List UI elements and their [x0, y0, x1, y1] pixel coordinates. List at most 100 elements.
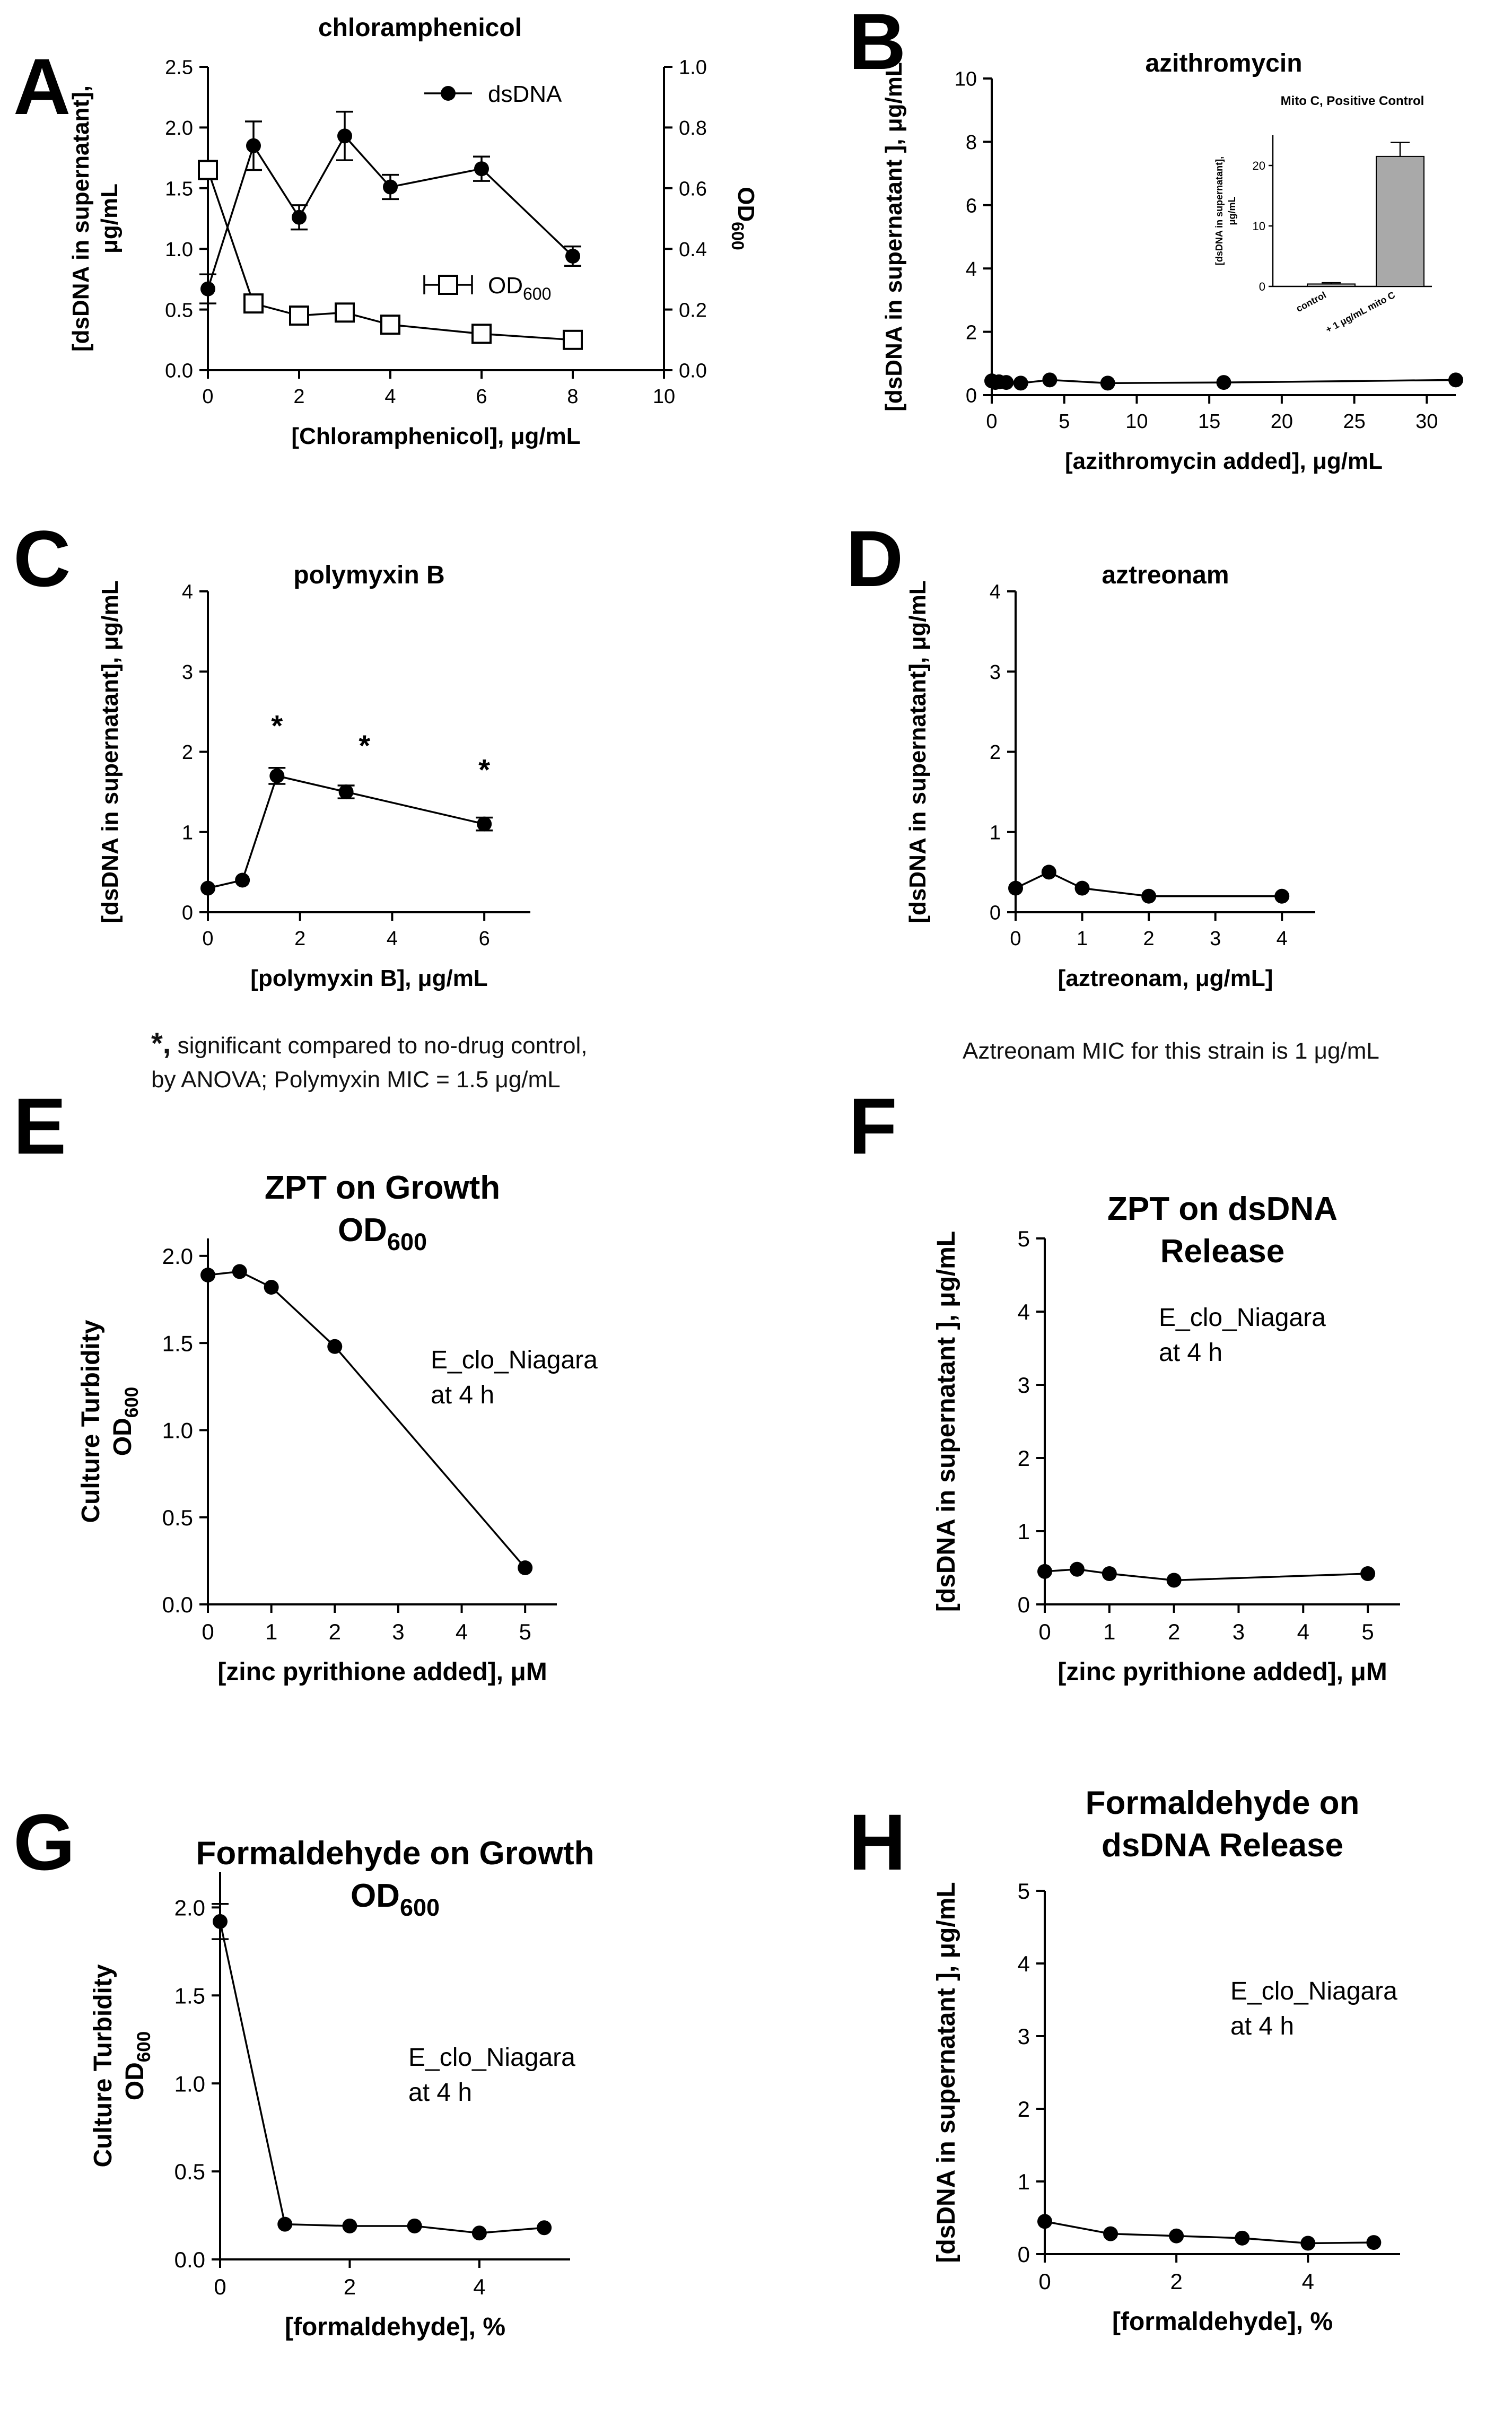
panel-a-legend-od-label-base: OD [488, 273, 523, 299]
panel-e-y-label: Culture Turbidity [77, 1320, 105, 1523]
aztreonam-footnote: Aztreonam MIC for this strain is 1 μg/mL [963, 1034, 1493, 1068]
panel-b-x-tick-label: 20 [1271, 411, 1293, 433]
panel-c-significance-star: * [271, 709, 283, 742]
panel-c-point-dsdna [235, 872, 250, 888]
panel-b-inset-bar [1307, 283, 1356, 287]
panel-e-title-od600: OD600 [338, 1212, 427, 1255]
panel-a-y-label: [dsDNA in supernatant], [68, 85, 94, 352]
panel-g-annotation-text: at 4 h [408, 2079, 472, 2107]
panel-a-y-tick-label: 0.0 [165, 360, 193, 382]
panel-h-y-label: [dsDNA in supernatant ], μg/mL [932, 1882, 960, 2263]
panel-f-series-line-dsdna [1044, 1568, 1368, 1582]
panel-f-point-dsdna [1166, 1573, 1182, 1588]
panel-h-y-tick-label: 2 [1018, 2097, 1030, 2122]
panel-b-inset-title: Mito C, Positive Control [1281, 94, 1424, 108]
panel-e-series-line-od600 [207, 1270, 526, 1569]
panel-d-x-tick-label: 4 [1277, 928, 1288, 950]
panel-f-x-tick-label: 2 [1168, 1619, 1180, 1644]
panel-g-title-od600-subscript: 600 [400, 1894, 440, 1921]
panel-g-x-label: [formaldehyde], % [285, 2313, 505, 2341]
panel-c-y-tick-label: 3 [182, 661, 193, 684]
panel-h-point-dsdna [1169, 2228, 1184, 2244]
panel-b-y-tick-label: 0 [966, 385, 977, 407]
panel-d-y-tick-label: 2 [990, 741, 1001, 764]
panel-e-title: ZPT on Growth [265, 1169, 500, 1206]
panel-f-y-label: [dsDNA in supernatant ], μg/mL [932, 1231, 960, 1612]
panel-g-y-label-od600-base: OD [121, 2062, 149, 2100]
panel-a-y-tick-label: 2.5 [165, 57, 193, 79]
panel-a-legend-dsdna-marker [441, 86, 456, 101]
panel-b-x-tick-label: 15 [1198, 411, 1220, 433]
panel-a-point-dsdna [474, 161, 489, 177]
panel-a-y2-tick-label: 0.0 [679, 360, 707, 382]
panel-g-y-tick-label: 0.0 [174, 2247, 205, 2272]
panel-e-chart: E 0 1 2 3 4 5 0.0 0.5 1.0 1.5 2.0 [zinc pyrithione a… [13, 1081, 598, 1686]
panel-a-series-line-dsdna [207, 134, 574, 290]
panel-h-y-tick-label: 0 [1018, 2242, 1030, 2267]
panel-e-point-od600 [200, 1268, 215, 1282]
panel-b-inset-y-tick-label: 0 [1259, 280, 1265, 293]
panel-d-point-dsdna [1074, 880, 1090, 896]
panel-g-y-label-od600-subscript: 600 [134, 2031, 154, 2062]
panel-a-y2-label-base: OD [733, 187, 759, 222]
panel-f-point-dsdna [1360, 1566, 1376, 1582]
panel-g-x-tick-label: 0 [214, 2274, 226, 2299]
panel-a-point-od600 [289, 305, 309, 326]
panel-a-x-tick-label: 2 [293, 386, 304, 408]
panel-d-y-tick-label: 1 [990, 822, 1001, 844]
panel-a-chart: A0 2 4 6 8 100.00.51.01.52.02.50.00.20.40.60.… [13, 14, 759, 449]
panel-b-x-tick-label: 25 [1343, 411, 1365, 433]
panel-e-annotation-text: at 4 h [431, 1381, 494, 1409]
panel-e-x-tick-label: 3 [392, 1619, 404, 1644]
panel-g-x-tick-label: 4 [473, 2274, 485, 2299]
panel-a-point-od600 [335, 302, 355, 323]
panel-b-y-tick-label: 2 [966, 321, 977, 344]
panel-g-letter: G [13, 1797, 75, 1887]
panel-a-title: chloramphenicol [318, 14, 522, 42]
panel-b-x-tick-label: 10 [1125, 411, 1148, 433]
panel-b-point-dsdna [1013, 376, 1028, 391]
panel-b-inset-bar [1376, 155, 1424, 287]
panel-a-point-od600 [471, 324, 492, 344]
panel-f-point-dsdna [1069, 1561, 1085, 1577]
panel-a-x-tick-label: 4 [384, 386, 396, 408]
panel-f-letter: F [849, 1081, 897, 1171]
panel-b-chart: B 0 5 10 15 20 25 30 0 2 4 6 8 10 [azithromycin added]… [849, 0, 1463, 474]
polymyxin-footnote-line2: by ANOVA; Polymyxin MIC = 1.5 μg/mL [151, 1067, 561, 1093]
panel-g-y-tick-label: 1.5 [174, 1983, 205, 2008]
panel-g-point-od600 [471, 2225, 487, 2241]
panel-g-x-tick-label: 2 [344, 2274, 356, 2299]
panel-h-point-dsdna [1235, 2230, 1250, 2246]
panel-f-x-tick-label: 1 [1103, 1619, 1115, 1644]
panel-h-y-tick-label: 4 [1018, 1951, 1030, 1976]
panel-e-x-label: [zinc pyrithione added], μM [217, 1658, 547, 1686]
panel-b-point-dsdna [1100, 376, 1115, 391]
panel-g-y-tick-label: 0.5 [174, 2159, 205, 2184]
panel-g-y-label-od600: OD600 [121, 2031, 154, 2100]
panel-b-y-label: [dsDNA in supernatant ], μg/mL [881, 62, 907, 411]
panel-e-x-tick-label: 4 [456, 1619, 468, 1644]
panel-g-title-od600-base: OD [351, 1878, 400, 1914]
panel-e-x-tick-label: 1 [265, 1619, 277, 1644]
panel-e-x-tick-label: 2 [329, 1619, 341, 1644]
panel-e-annotation-text: E_clo_Niagara [431, 1346, 598, 1374]
panel-b-inset-category-label: control [1295, 290, 1328, 314]
panel-c-point-dsdna [269, 768, 285, 783]
panel-d-y-tick-label: 0 [990, 902, 1001, 924]
panel-e-y-label-od600-subscript: 600 [121, 1387, 142, 1418]
panel-h-point-dsdna [1103, 2226, 1118, 2241]
panel-c-x-tick-label: 2 [294, 928, 305, 950]
panel-e-y-tick-label: 0.5 [162, 1505, 193, 1530]
panel-h-chart: H 0 2 4 0 1 2 3 4 5 [formaldehyde], % [dsDNA in sup… [849, 1785, 1400, 2336]
panel-c-x-tick-label: 4 [387, 928, 398, 950]
panel-d-point-dsdna [1008, 880, 1023, 896]
panel-d-x-tick-label: 0 [1010, 928, 1021, 950]
panel-b-inset-y-tick-label: 20 [1253, 159, 1265, 172]
panel-d-x-label: [aztreonam, μg/mL] [1058, 965, 1273, 991]
panel-b-y-tick-label: 10 [955, 68, 977, 91]
panel-a-legend-dsdna-label: dsDNA [488, 81, 562, 107]
panel-c-y-label: [dsDNA in supernatant], μg/mL [97, 580, 123, 923]
panel-f-title: ZPT on dsDNA [1107, 1191, 1338, 1227]
aztreonam-footnote-text: Aztreonam MIC for this strain is 1 μg/mL [963, 1038, 1379, 1064]
